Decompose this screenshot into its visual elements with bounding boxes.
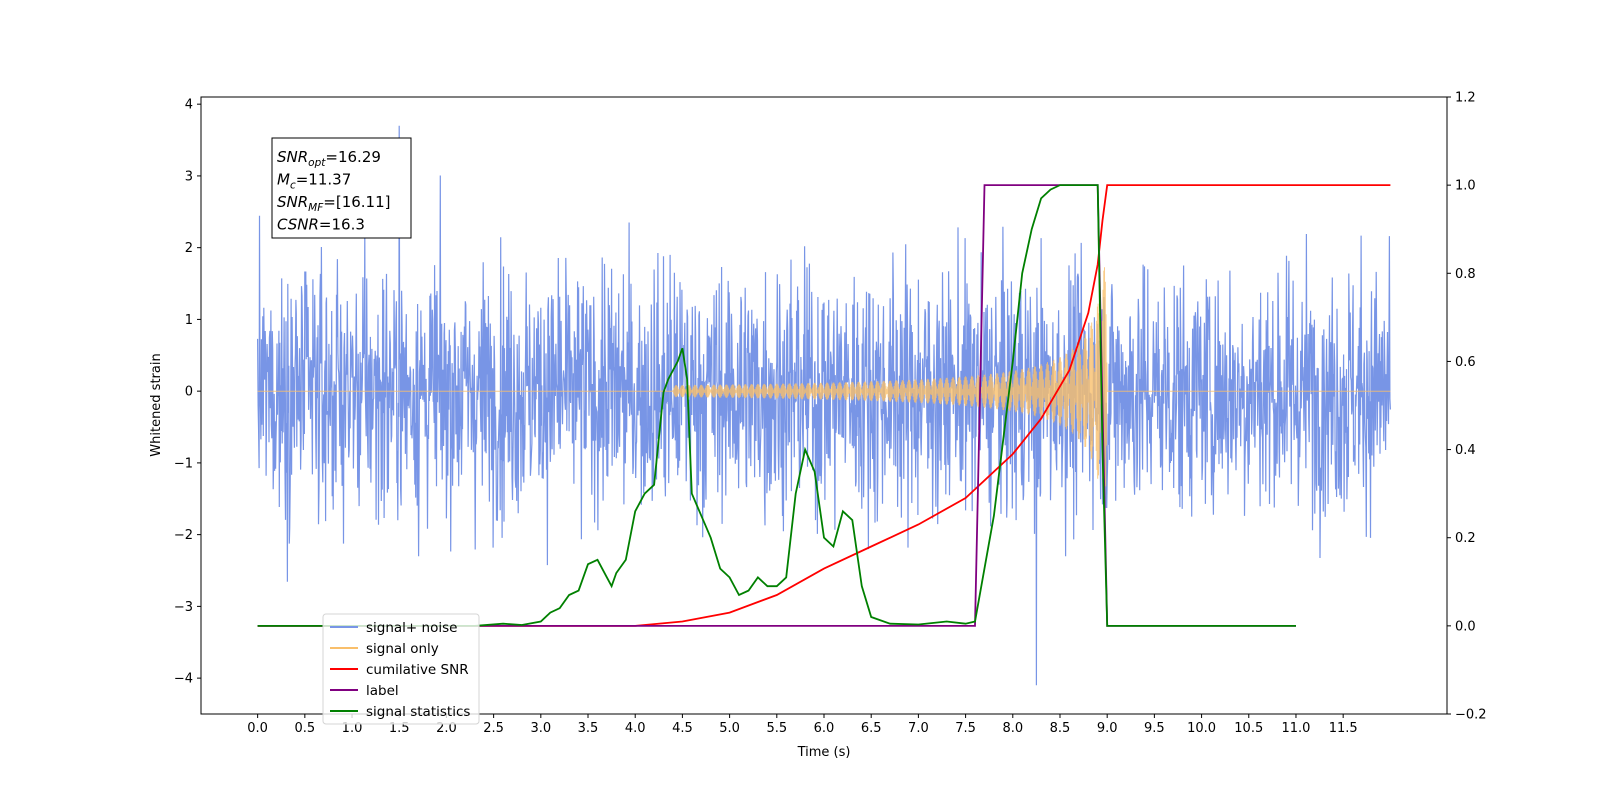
- x-tick-label: 5.5: [766, 721, 787, 736]
- legend-label: label: [366, 683, 399, 699]
- y-right-tick-label: 1.0: [1455, 179, 1476, 194]
- y-left-tick-label: −1: [174, 456, 193, 471]
- y-left-tick-label: 1: [185, 313, 193, 328]
- annotation-line: SNRMF=[16.11]: [277, 193, 391, 214]
- x-tick-label: 8.5: [1050, 721, 1071, 736]
- y-right-tick-label: 0.4: [1455, 443, 1476, 458]
- x-tick-label: 2.0: [436, 721, 457, 736]
- legend-label: signal+ noise: [366, 620, 457, 636]
- annotation-line: SNRopt=16.29: [277, 148, 381, 169]
- x-axis-title: Time (s): [797, 745, 851, 760]
- y-right-tick-label: −0.2: [1455, 708, 1487, 723]
- y-left-tick-label: −4: [174, 672, 193, 687]
- y-right-tick-label: 1.2: [1455, 91, 1476, 106]
- series-signal-plus-noise: [257, 125, 1391, 686]
- y-left-tick-label: 0: [185, 385, 193, 400]
- x-tick-label: 9.0: [1097, 721, 1118, 736]
- x-tick-label: 10.0: [1187, 721, 1216, 736]
- legend-label: signal statistics: [366, 704, 470, 720]
- legend-label: signal only: [366, 641, 439, 657]
- x-tick-label: 1.5: [389, 721, 410, 736]
- x-tick-label: 7.5: [955, 721, 976, 736]
- x-tick-label: 9.5: [1144, 721, 1165, 736]
- y-right-tick-label: 0.0: [1455, 619, 1476, 634]
- x-tick-label: 6.5: [861, 721, 882, 736]
- x-tick-label: 3.0: [530, 721, 551, 736]
- x-tick-label: 2.5: [483, 721, 504, 736]
- y-axis-title: Whitened strain: [149, 353, 164, 456]
- x-tick-label: 11.5: [1329, 721, 1358, 736]
- x-tick-label: 0.0: [247, 721, 268, 736]
- y-left-tick-label: 2: [185, 241, 193, 256]
- y-right-tick-label: 0.6: [1455, 355, 1476, 370]
- x-tick-label: 1.0: [342, 721, 363, 736]
- y-left-tick-label: 4: [185, 98, 193, 113]
- annotation-line: CSNR=16.3: [277, 216, 365, 234]
- legend-label: cumilative SNR: [366, 662, 469, 678]
- legend: signal+ noise signal only cumilative SNR la…: [322, 613, 480, 725]
- y-right-tick-label: 0.2: [1455, 531, 1476, 546]
- x-tick-label: 4.5: [672, 721, 693, 736]
- x-tick-label: 10.5: [1234, 721, 1263, 736]
- y-left-tick-label: −2: [174, 528, 193, 543]
- series-signal-statistics: [257, 184, 1296, 627]
- annotation-line: Mc=11.37: [277, 171, 351, 192]
- x-tick-label: 6.0: [814, 721, 835, 736]
- x-tick-label: 3.5: [578, 721, 599, 736]
- y-left-tick-label: −3: [174, 600, 193, 615]
- x-tick-label: 8.0: [1002, 721, 1023, 736]
- x-tick-label: 7.0: [908, 721, 929, 736]
- x-tick-label: 0.5: [294, 721, 315, 736]
- series-signal-only: [257, 267, 1391, 516]
- x-tick-label: 11.0: [1281, 721, 1310, 736]
- x-tick-label: 4.0: [625, 721, 646, 736]
- y-right-tick-label: 0.8: [1455, 267, 1476, 282]
- x-tick-label: 5.0: [719, 721, 740, 736]
- y-left-tick-label: 3: [185, 169, 193, 184]
